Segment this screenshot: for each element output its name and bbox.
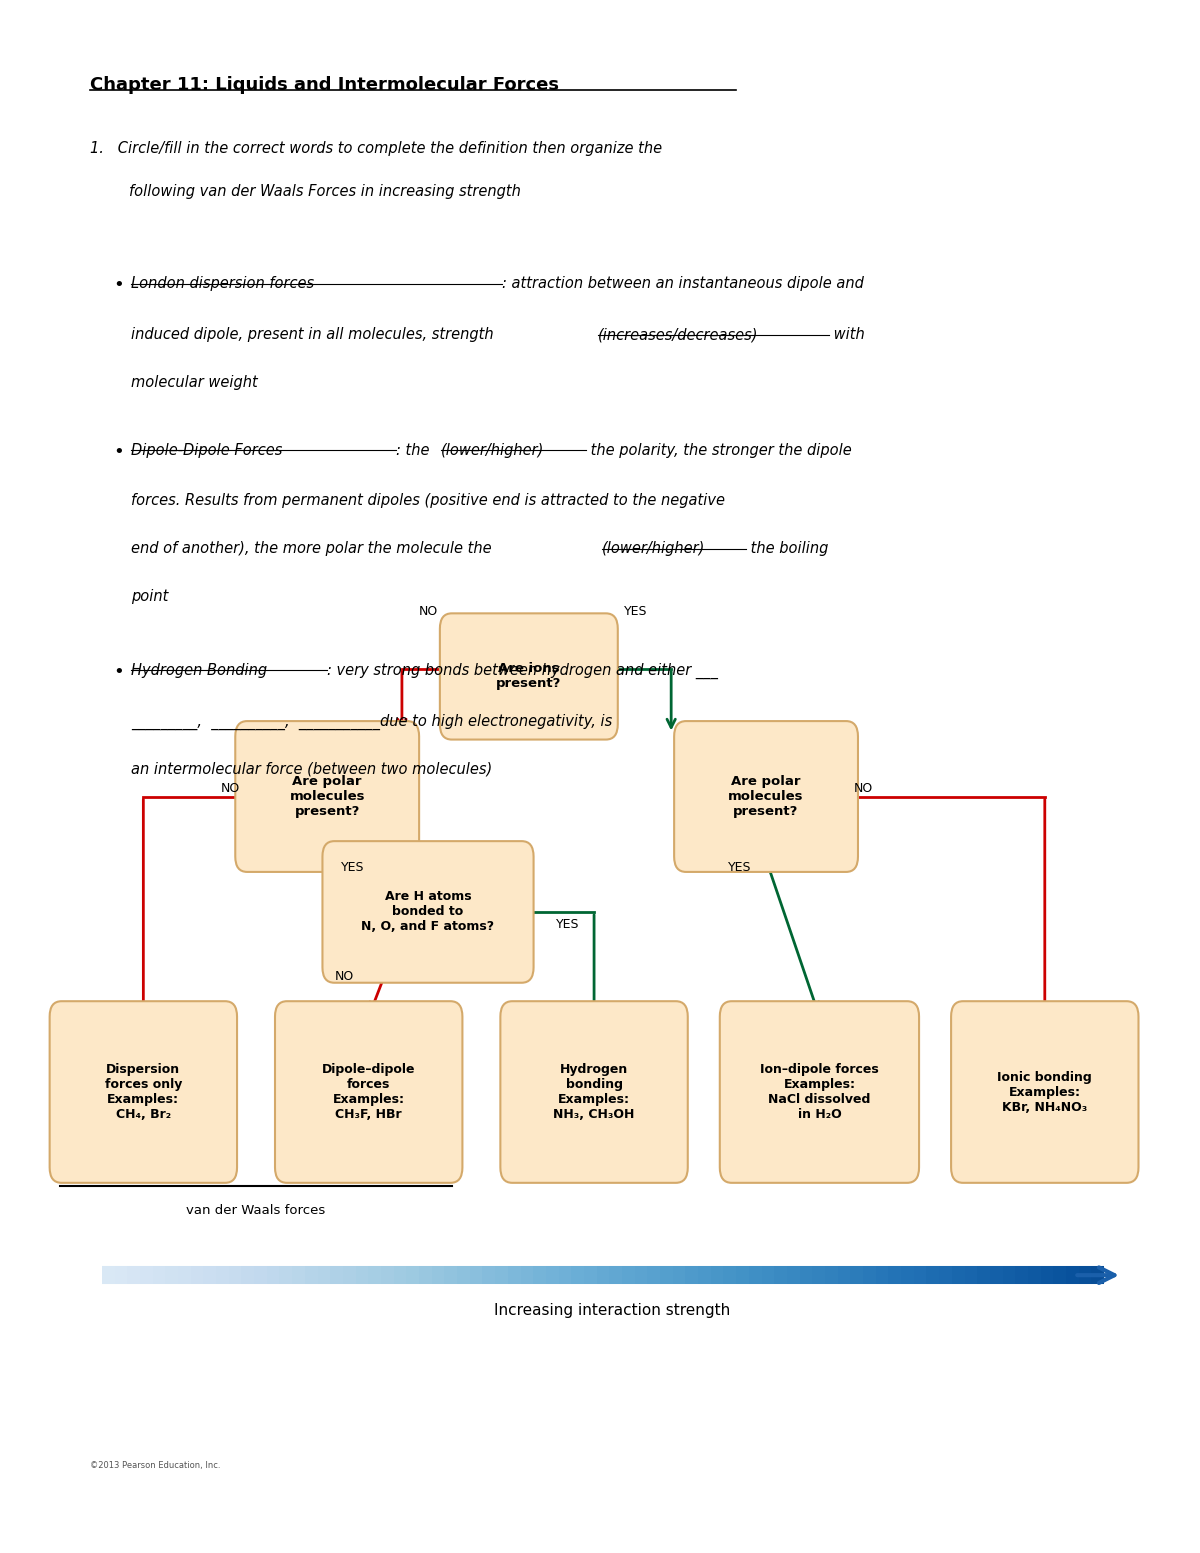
Text: : attraction between an instantaneous dipole and: : attraction between an instantaneous di…: [502, 276, 864, 292]
FancyBboxPatch shape: [720, 1002, 919, 1183]
FancyBboxPatch shape: [500, 1002, 688, 1183]
Text: YES: YES: [556, 918, 580, 930]
Text: Chapter 11: Liquids and Intermolecular Forces: Chapter 11: Liquids and Intermolecular F…: [90, 76, 559, 95]
Text: the polarity, the stronger the dipole: the polarity, the stronger the dipole: [586, 443, 852, 458]
Text: Are polar
molecules
present?: Are polar molecules present?: [289, 775, 365, 818]
Text: Dispersion
forces only
Examples:
CH₄, Br₂: Dispersion forces only Examples: CH₄, Br…: [104, 1062, 182, 1121]
Text: Are polar
molecules
present?: Are polar molecules present?: [728, 775, 804, 818]
Text: following van der Waals Forces in increasing strength: following van der Waals Forces in increa…: [130, 183, 521, 199]
FancyBboxPatch shape: [952, 1002, 1139, 1183]
Text: (lower/higher): (lower/higher): [442, 443, 545, 458]
Text: forces. Results from permanent dipoles (positive end is attracted to the negativ: forces. Results from permanent dipoles (…: [132, 494, 726, 508]
Text: the boiling: the boiling: [746, 540, 828, 556]
Text: point: point: [132, 589, 169, 604]
Text: with: with: [829, 328, 865, 342]
Text: ©2013 Pearson Education, Inc.: ©2013 Pearson Education, Inc.: [90, 1461, 221, 1471]
Text: Dipole–dipole
forces
Examples:
CH₃F, HBr: Dipole–dipole forces Examples: CH₃F, HBr: [322, 1062, 415, 1121]
Text: : the: : the: [396, 443, 434, 458]
FancyBboxPatch shape: [275, 1002, 462, 1183]
Text: •: •: [114, 443, 125, 461]
FancyBboxPatch shape: [323, 842, 534, 983]
Text: Ionic bonding
Examples:
KBr, NH₄NO₃: Ionic bonding Examples: KBr, NH₄NO₃: [997, 1070, 1092, 1114]
Text: London dispersion forces: London dispersion forces: [132, 276, 314, 292]
Text: NO: NO: [335, 971, 354, 983]
Text: molecular weight: molecular weight: [132, 374, 258, 390]
FancyBboxPatch shape: [674, 721, 858, 871]
Text: an intermolecular force (between two molecules): an intermolecular force (between two mol…: [132, 761, 493, 776]
Text: Dipole-Dipole Forces: Dipole-Dipole Forces: [132, 443, 283, 458]
Text: induced dipole, present in all molecules, strength: induced dipole, present in all molecules…: [132, 328, 499, 342]
Text: van der Waals forces: van der Waals forces: [186, 1205, 325, 1218]
Text: Increasing interaction strength: Increasing interaction strength: [493, 1303, 730, 1318]
Text: (lower/higher): (lower/higher): [602, 540, 706, 556]
Text: YES: YES: [342, 862, 365, 874]
Text: Hydrogen
bonding
Examples:
NH₃, CH₃OH: Hydrogen bonding Examples: NH₃, CH₃OH: [553, 1062, 635, 1121]
Text: _________,  __________,  ___________due to high electronegativity, is: _________, __________, ___________due to…: [132, 713, 613, 730]
Text: Are H atoms
bonded to
N, O, and F atoms?: Are H atoms bonded to N, O, and F atoms?: [361, 890, 494, 933]
Text: YES: YES: [624, 606, 647, 618]
Text: YES: YES: [728, 862, 752, 874]
Text: NO: NO: [221, 783, 240, 795]
FancyBboxPatch shape: [49, 1002, 238, 1183]
Text: (increases/decreases): (increases/decreases): [598, 328, 758, 342]
Text: Ion–dipole forces
Examples:
NaCl dissolved
in H₂O: Ion–dipole forces Examples: NaCl dissolv…: [760, 1062, 878, 1121]
Text: NO: NO: [419, 606, 438, 618]
Text: Hydrogen Bonding: Hydrogen Bonding: [132, 663, 268, 677]
Text: : very strong bonds between hydrogen and either ___: : very strong bonds between hydrogen and…: [328, 663, 718, 679]
FancyBboxPatch shape: [235, 721, 419, 871]
Text: •: •: [114, 663, 125, 680]
Text: end of another), the more polar the molecule the: end of another), the more polar the mole…: [132, 540, 497, 556]
Text: •: •: [114, 276, 125, 294]
Text: NO: NO: [853, 783, 872, 795]
Text: 1.   Circle/fill in the correct words to complete the definition then organize t: 1. Circle/fill in the correct words to c…: [90, 141, 662, 155]
Text: Are ions
present?: Are ions present?: [496, 663, 562, 691]
FancyBboxPatch shape: [440, 613, 618, 739]
